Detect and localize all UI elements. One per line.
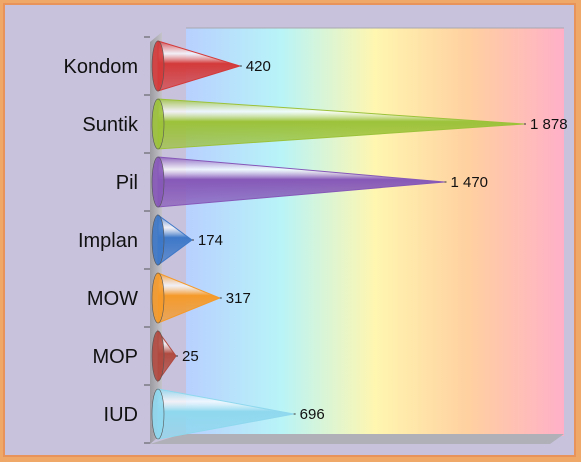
cone-base bbox=[151, 40, 165, 92]
category-label: Suntik bbox=[82, 114, 139, 136]
cone-base bbox=[151, 330, 165, 382]
category-label: MOW bbox=[87, 288, 138, 310]
cone-base bbox=[151, 214, 165, 266]
category-label: Implan bbox=[78, 230, 138, 252]
cone-base bbox=[151, 156, 165, 208]
cone-base bbox=[151, 272, 165, 324]
value-label: 696 bbox=[300, 406, 325, 423]
value-label: 25 bbox=[182, 348, 199, 365]
category-label: Kondom bbox=[64, 56, 139, 78]
plot-background bbox=[186, 28, 564, 436]
cone-base bbox=[151, 388, 165, 440]
cone-base bbox=[151, 98, 165, 150]
value-label: 317 bbox=[226, 290, 251, 307]
category-label: IUD bbox=[104, 404, 138, 426]
value-label: 1 470 bbox=[450, 174, 488, 191]
value-label: 1 878 bbox=[530, 116, 568, 133]
category-label: Pil bbox=[116, 172, 138, 194]
value-label: 420 bbox=[246, 58, 271, 75]
category-label: MOP bbox=[92, 346, 138, 368]
plot-floor bbox=[150, 434, 564, 444]
value-label: 174 bbox=[198, 232, 223, 249]
